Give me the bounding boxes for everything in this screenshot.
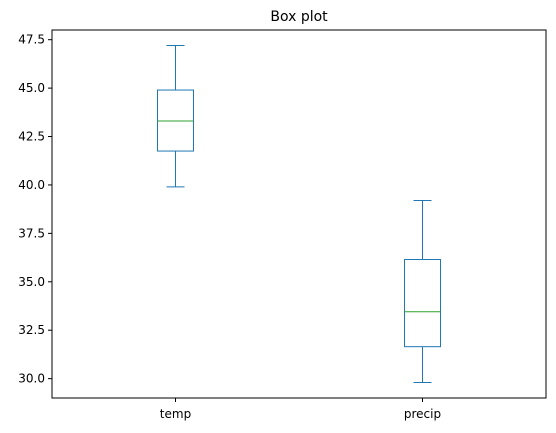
chart-title: Box plot xyxy=(270,9,328,25)
y-tick-label: 37.5 xyxy=(18,226,45,240)
y-tick-label: 35.0 xyxy=(18,275,45,289)
y-tick-label: 45.0 xyxy=(18,81,45,95)
y-tick-label: 47.5 xyxy=(18,33,45,47)
x-tick-label: precip xyxy=(404,407,441,421)
x-tick-label: temp xyxy=(160,407,191,421)
y-tick-label: 30.0 xyxy=(18,372,45,386)
axes-frame xyxy=(51,29,547,399)
plot-area: 30.0 32.5 35.0 37.5 40.0 42.5 45.0 47.5 temp prec… xyxy=(18,29,547,421)
box-precip xyxy=(404,259,441,348)
y-tick-label: 32.5 xyxy=(18,323,45,337)
y-tick-label: 42.5 xyxy=(18,130,45,144)
y-tick-label: 40.0 xyxy=(18,178,45,192)
